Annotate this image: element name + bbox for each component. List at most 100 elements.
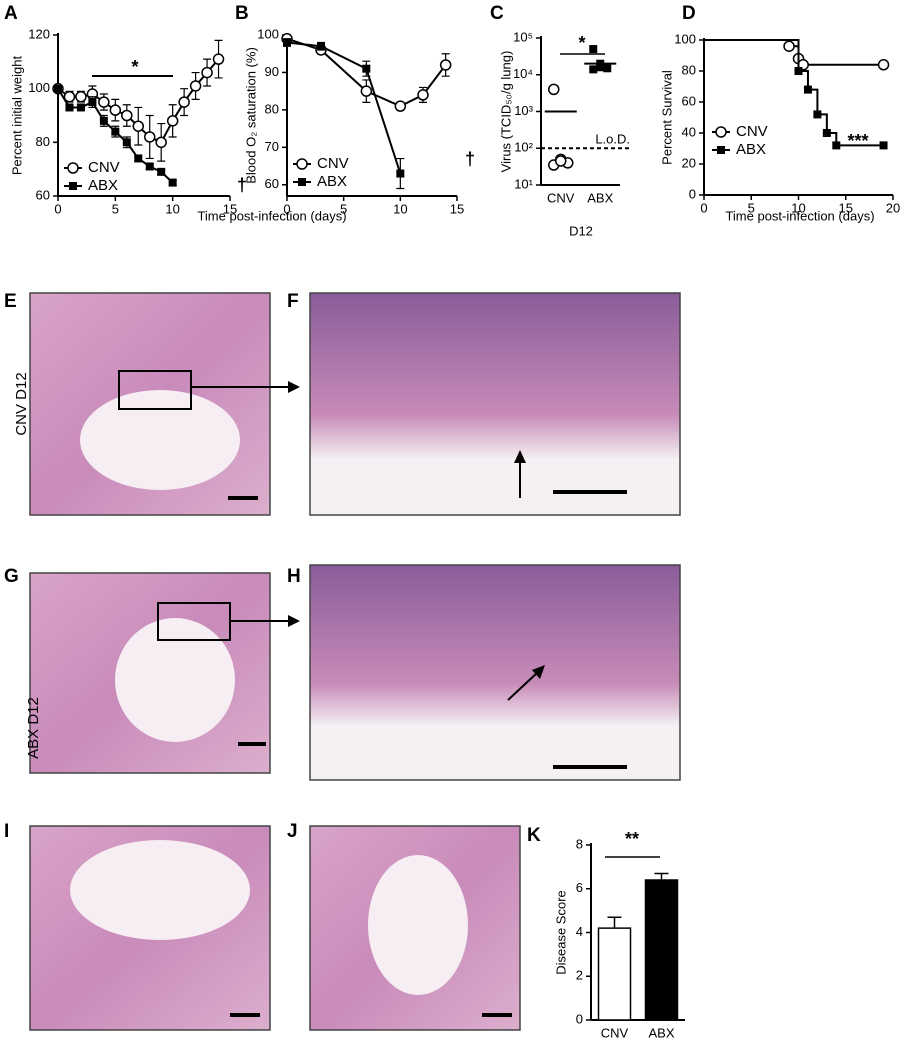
x-tick-label: 0 <box>54 201 61 216</box>
inset-box <box>118 370 192 410</box>
marker <box>596 63 605 72</box>
marker <box>178 96 190 108</box>
marker <box>362 64 371 73</box>
legend-marker <box>715 126 727 138</box>
y-axis-label: Percent initial weight <box>9 56 24 176</box>
marker <box>813 110 822 119</box>
panel-letter: A <box>4 3 18 24</box>
series-line <box>286 41 402 174</box>
y-tick-label: 40 <box>682 124 696 139</box>
panel-letter: D <box>682 3 696 24</box>
y-tick-label: 2 <box>576 968 583 983</box>
marker <box>394 100 407 112</box>
arrowhead <box>514 450 526 463</box>
legend-label: CNV <box>317 155 349 172</box>
y-tick-label: 80 <box>265 101 279 116</box>
legend-label: ABX <box>317 173 347 190</box>
y-tick-label: 80 <box>682 62 696 77</box>
y-tick-label: 120 <box>28 26 50 41</box>
error-bar <box>607 916 622 929</box>
marker <box>603 64 612 73</box>
x-tick-label: 10 <box>393 201 407 216</box>
legend-marker <box>67 162 79 174</box>
reference-label: L.o.D. <box>595 132 630 147</box>
annotation: *** <box>847 131 868 151</box>
marker <box>134 154 143 163</box>
panel-letter: G <box>4 566 19 587</box>
arrowhead <box>532 665 545 679</box>
legend-marker <box>717 146 725 154</box>
marker <box>143 131 156 143</box>
x-tick-label: 10 <box>165 201 179 216</box>
marker <box>157 167 166 176</box>
y-tick-label: 60 <box>682 93 696 108</box>
y-tick-label: 10² <box>514 140 533 155</box>
row-label: CNV D12 <box>13 372 30 435</box>
x-axis-label: Time post-infection (days) <box>725 208 874 223</box>
y-tick-label: 6 <box>576 880 583 895</box>
y-tick-label: 10³ <box>514 103 533 118</box>
bar <box>597 927 632 1021</box>
x-tick-label: CNV <box>601 1025 629 1040</box>
lumen <box>70 840 250 940</box>
y-axis-label: Blood O₂ saturation (%) <box>243 47 258 184</box>
y-tick-label: 0 <box>576 1011 583 1026</box>
marker <box>76 103 85 112</box>
marker <box>317 42 325 51</box>
marker <box>589 65 598 74</box>
micrographs <box>29 292 681 1031</box>
x-axis-label: Time post-infection (days) <box>197 208 346 223</box>
marker <box>54 84 62 93</box>
x-tick-label: CNV <box>547 190 575 205</box>
error-bar <box>654 872 669 880</box>
marker <box>145 162 154 171</box>
lumen <box>80 390 240 490</box>
marker <box>548 83 560 96</box>
panel-letter: I <box>4 821 9 842</box>
micrograph <box>309 292 681 516</box>
y-tick-label: 10⁵ <box>513 29 533 44</box>
series-line <box>286 37 447 108</box>
x-tick-label: 0 <box>700 200 707 215</box>
marker <box>65 103 74 112</box>
row-label: ABX D12 <box>25 697 42 759</box>
y-tick-label: 4 <box>576 924 583 939</box>
micrograph <box>309 564 681 781</box>
y-tick-label: 100 <box>257 26 279 41</box>
marker <box>132 120 145 132</box>
y-tick-label: 8 <box>576 836 583 851</box>
y-tick-label: 20 <box>682 155 696 170</box>
panel-letter: B <box>235 3 249 24</box>
panel-letter: J <box>287 821 298 842</box>
marker <box>589 45 598 54</box>
legend-label: ABX <box>88 177 118 194</box>
panel-letter: H <box>287 566 301 587</box>
marker <box>88 98 97 107</box>
legend-marker <box>69 182 77 190</box>
x-tick-label: ABX <box>648 1025 674 1040</box>
y-tick-label: 80 <box>36 134 50 149</box>
marker <box>794 67 803 75</box>
bar <box>644 879 679 1021</box>
annotation: † <box>237 175 247 195</box>
marker <box>360 85 373 97</box>
panel-letter: K <box>527 825 541 846</box>
marker <box>212 53 225 65</box>
legend-label: ABX <box>736 141 766 158</box>
legend-label: CNV <box>88 159 120 176</box>
marker <box>75 90 87 103</box>
panel-letter: E <box>4 291 17 312</box>
marker <box>396 169 405 178</box>
marker <box>63 90 76 103</box>
marker <box>122 138 131 147</box>
x-tick-label: 0 <box>283 201 290 216</box>
annotation: ** <box>625 829 639 849</box>
y-tick-label: 60 <box>265 176 279 191</box>
legend-label: CNV <box>736 123 768 140</box>
marker <box>783 40 795 52</box>
marker <box>99 116 108 125</box>
marker <box>201 66 213 79</box>
marker <box>877 59 890 71</box>
annotation: † <box>465 149 475 169</box>
